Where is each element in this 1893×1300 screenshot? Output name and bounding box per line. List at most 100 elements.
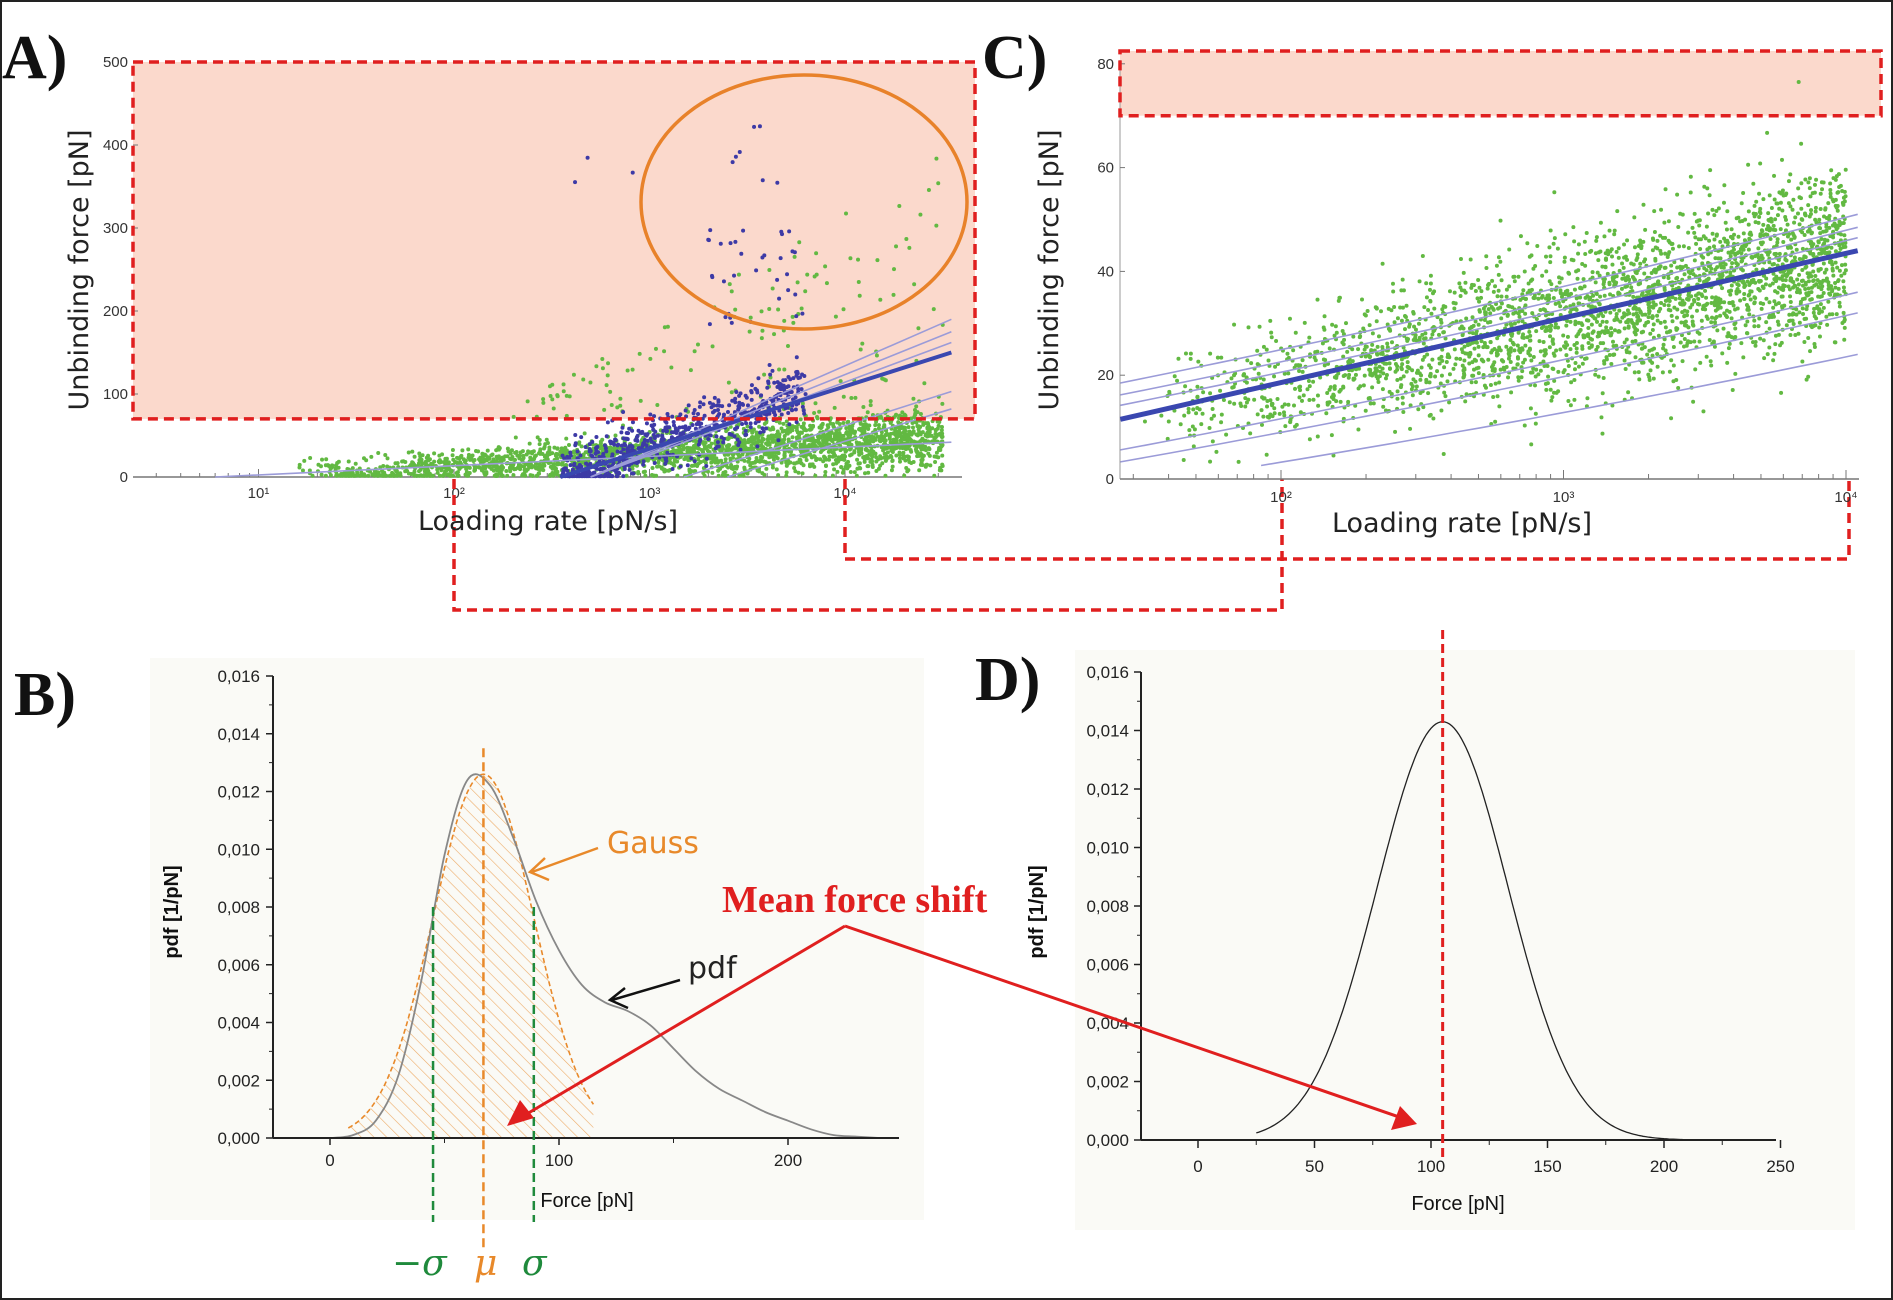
green-data-point <box>930 426 935 431</box>
green-data-point <box>1720 351 1725 356</box>
green-data-point <box>823 473 828 478</box>
purple-data-point <box>729 320 734 325</box>
purple-data-point <box>620 425 625 430</box>
green-data-point <box>741 473 746 478</box>
green-data-point <box>1575 276 1580 281</box>
green-data-point <box>513 435 518 440</box>
green-data-point <box>380 469 385 474</box>
purple-data-point <box>715 440 720 445</box>
green-data-point <box>1799 141 1804 146</box>
green-data-point <box>512 457 517 462</box>
green-data-point <box>1418 377 1423 382</box>
purple-data-point <box>776 438 781 443</box>
green-data-point <box>1707 193 1712 198</box>
green-data-point <box>378 465 383 470</box>
green-data-point <box>427 457 432 462</box>
green-data-point <box>1699 318 1704 323</box>
green-data-point <box>878 414 883 419</box>
green-data-point <box>1655 364 1660 369</box>
purple-data-point <box>583 445 588 450</box>
green-data-point <box>1612 232 1617 237</box>
green-data-point <box>376 451 381 456</box>
green-data-point <box>1733 326 1738 331</box>
purple-data-point <box>568 463 573 468</box>
green-data-point <box>1655 313 1660 318</box>
green-data-point <box>1676 224 1681 229</box>
green-data-point <box>1616 255 1621 260</box>
green-data-point <box>479 468 484 473</box>
green-data-point <box>1720 286 1725 291</box>
green-data-point <box>308 456 313 461</box>
green-data-point <box>1312 355 1317 360</box>
purple-data-point <box>652 414 657 419</box>
green-data-point <box>544 437 549 442</box>
purple-data-point <box>786 375 791 380</box>
green-data-point <box>1815 304 1820 309</box>
green-data-point <box>734 466 739 471</box>
purple-data-point <box>785 272 790 277</box>
green-data-point <box>1436 332 1441 337</box>
green-data-point <box>919 458 924 463</box>
green-data-point <box>1678 340 1683 345</box>
confidence-line-a <box>215 441 952 478</box>
green-data-point <box>1428 287 1433 292</box>
green-data-point <box>793 469 798 474</box>
green-data-point <box>1747 312 1752 317</box>
green-data-point <box>1379 309 1384 314</box>
purple-data-point <box>690 422 695 427</box>
green-data-point <box>1498 348 1503 353</box>
connector-10e4 <box>843 479 1851 561</box>
green-data-point <box>1392 320 1397 325</box>
green-data-point <box>436 459 441 464</box>
green-data-point <box>1735 306 1740 311</box>
green-data-point <box>1243 404 1248 409</box>
green-data-point <box>1496 255 1501 260</box>
green-data-point <box>742 458 747 463</box>
green-data-point <box>1428 412 1433 417</box>
green-data-point <box>1617 308 1622 313</box>
purple-data-point <box>759 393 764 398</box>
green-data-point <box>643 473 648 478</box>
green-data-point <box>439 468 444 473</box>
green-data-point <box>862 459 867 464</box>
green-data-point <box>1571 258 1576 263</box>
green-data-point <box>1504 365 1509 370</box>
green-data-point <box>1765 130 1770 135</box>
purple-data-point <box>743 410 748 415</box>
green-data-point <box>1282 402 1287 407</box>
green-data-point <box>441 473 446 478</box>
green-data-point <box>545 454 550 459</box>
green-data-point <box>1208 351 1213 356</box>
purple-data-point <box>737 150 742 155</box>
purple-data-point <box>787 422 792 427</box>
green-data-point <box>417 451 422 456</box>
green-data-point <box>861 422 866 427</box>
green-data-point <box>846 419 851 424</box>
green-data-point <box>780 429 785 434</box>
green-data-point <box>838 379 843 384</box>
green-data-point <box>917 429 922 434</box>
green-data-point <box>634 463 639 468</box>
green-data-point <box>1165 436 1170 441</box>
green-data-point <box>432 451 437 456</box>
green-data-point <box>1486 283 1491 288</box>
purple-data-point <box>645 438 650 443</box>
green-data-point <box>548 393 553 398</box>
purple-data-point <box>625 447 630 452</box>
green-data-point <box>1663 187 1668 192</box>
green-data-point <box>561 382 566 387</box>
green-data-point <box>1733 335 1738 340</box>
green-data-point <box>673 459 678 464</box>
green-data-point <box>443 456 448 461</box>
green-data-point <box>483 466 488 471</box>
green-data-point <box>823 434 828 439</box>
green-data-point <box>492 464 497 469</box>
purple-data-point <box>587 474 592 479</box>
green-data-point <box>1692 211 1697 216</box>
green-data-point <box>381 464 386 469</box>
purple-data-point <box>749 388 754 393</box>
green-data-point <box>1246 325 1251 330</box>
green-data-point <box>900 410 905 415</box>
green-data-point <box>1803 287 1808 292</box>
green-data-point <box>1504 287 1509 292</box>
